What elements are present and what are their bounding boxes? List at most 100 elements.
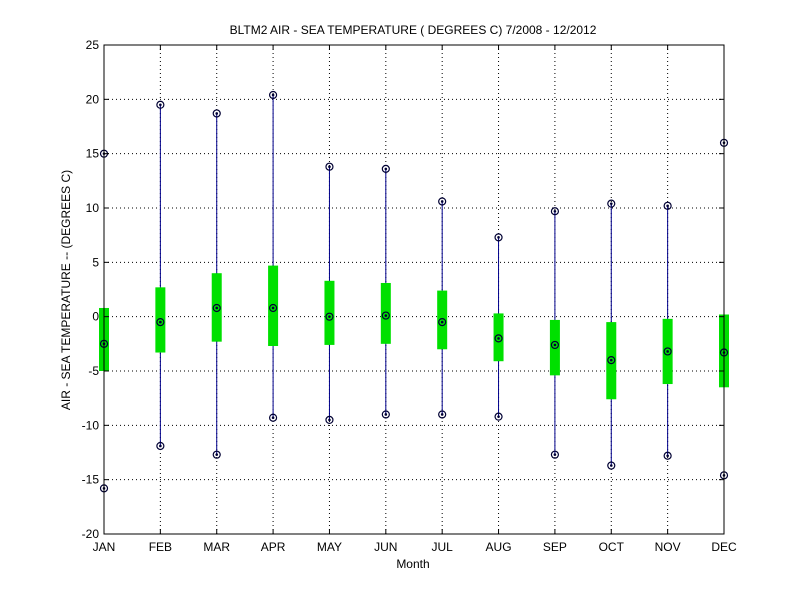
median-marker-dot [553, 343, 557, 347]
y-tick-label: -20 [82, 527, 100, 541]
y-tick-label: 10 [86, 201, 100, 215]
max-marker [381, 164, 390, 173]
median-marker [438, 318, 447, 327]
chart-title: BLTM2 AIR - SEA TEMPERATURE ( DEGREES C)… [230, 23, 597, 37]
median-marker-dot [497, 337, 500, 340]
median-marker [325, 312, 334, 321]
y-axis-label: AIR - SEA TEMPERATURE -- (DEGREES C) [59, 170, 73, 410]
y-tick-label: 25 [86, 38, 100, 52]
median-marker [212, 303, 221, 313]
x-tick-label: JUN [374, 540, 397, 554]
x-axis-label: Month [396, 557, 429, 571]
min-marker [494, 412, 503, 421]
iqr-box [437, 290, 448, 350]
box-mar [211, 109, 222, 459]
median-marker [381, 311, 390, 320]
box-series [99, 90, 729, 493]
y-tick-label: 5 [92, 255, 99, 269]
median-marker-dot [609, 358, 613, 362]
median-marker [494, 334, 503, 343]
median-marker-dot [159, 320, 162, 324]
x-tick-label: NOV [655, 540, 681, 554]
x-tick-label: SEP [543, 540, 567, 554]
y-tick-label: 0 [92, 310, 99, 324]
min-marker [550, 450, 560, 459]
y-tick-label: 15 [86, 147, 100, 161]
iqr-box [268, 265, 279, 347]
grid-lines [104, 45, 724, 534]
iqr-box [549, 319, 560, 376]
y-tick-label: -15 [82, 473, 100, 487]
x-tick-label: JUL [432, 540, 454, 554]
y-tick-label: -10 [82, 418, 100, 432]
box-jul [437, 197, 448, 419]
max-marker-dot [271, 93, 275, 97]
min-marker [607, 461, 616, 470]
min-marker-dot [384, 413, 388, 416]
min-marker-dot [553, 453, 557, 456]
min-marker [212, 450, 221, 459]
median-marker-dot [215, 306, 219, 310]
box-feb [155, 100, 166, 451]
min-marker-dot [440, 413, 444, 416]
x-tick-label: DEC [711, 540, 737, 554]
max-marker [438, 197, 447, 206]
min-marker [325, 415, 334, 424]
x-tick-label: MAR [203, 540, 230, 554]
median-marker [550, 340, 560, 350]
max-marker-dot [159, 103, 162, 107]
max-marker-dot [553, 209, 557, 213]
max-marker-dot [440, 200, 444, 203]
min-marker [438, 410, 447, 419]
box-nov [662, 201, 673, 460]
max-marker-dot [384, 167, 388, 171]
max-marker [268, 90, 278, 100]
iqr-box [380, 282, 391, 344]
min-marker-dot [328, 418, 331, 422]
max-marker-dot [215, 112, 219, 115]
y-tick-label: -5 [88, 364, 99, 378]
plot-frame [103, 44, 725, 535]
y-tick-label: 20 [86, 92, 100, 106]
x-tick-label: MAY [317, 540, 342, 554]
median-marker-dot [666, 350, 669, 353]
x-tick-label: AUG [486, 540, 512, 554]
min-marker-dot [609, 464, 613, 467]
min-marker-dot [159, 444, 162, 448]
x-tick-label: OCT [599, 540, 625, 554]
median-marker-dot [384, 314, 388, 317]
min-marker [663, 451, 672, 460]
x-tick-label: APR [261, 540, 286, 554]
box-jun [380, 164, 391, 419]
max-marker [494, 233, 503, 242]
axis-ticks: -20 -15 -10 -5 0 5 10 15 20 25 JAN FEB MAR APR MAY JUN J… [82, 38, 737, 554]
min-marker [381, 410, 390, 419]
max-marker-dot [497, 236, 500, 239]
median-marker [607, 356, 616, 365]
median-marker [663, 347, 672, 356]
box-sep [549, 207, 560, 459]
min-marker-dot [666, 454, 669, 458]
x-tick-label: FEB [149, 540, 172, 554]
box-apr [268, 90, 279, 422]
x-tick-label: JAN [93, 540, 116, 554]
max-marker [663, 201, 672, 210]
median-marker-dot [271, 306, 275, 310]
median-marker-dot [440, 320, 444, 324]
max-marker [607, 199, 616, 208]
min-marker-dot [215, 453, 219, 456]
min-marker [156, 441, 165, 451]
box-may [324, 162, 335, 424]
max-marker-dot [666, 204, 669, 208]
max-marker [325, 162, 334, 171]
max-marker-dot [609, 202, 613, 205]
max-marker [212, 109, 221, 118]
max-marker-dot [328, 165, 331, 169]
min-marker-dot [497, 415, 500, 418]
max-marker [156, 100, 165, 109]
median-marker-dot [328, 315, 331, 318]
min-marker-dot [271, 416, 275, 420]
box-aug [493, 233, 504, 421]
min-marker [268, 413, 278, 422]
